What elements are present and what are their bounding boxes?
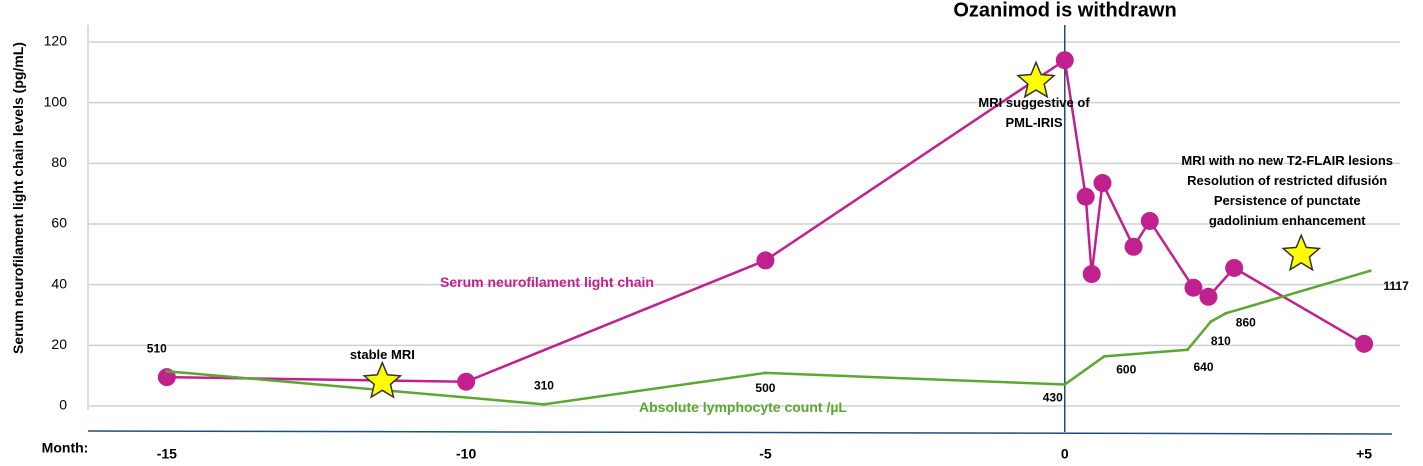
annotation-text: MRI with no new T2-FLAIR lesions xyxy=(1181,153,1393,168)
annotation-star xyxy=(362,360,403,399)
data-label: 510 xyxy=(147,341,167,355)
series-line xyxy=(166,58,1365,383)
annotation-star xyxy=(1016,60,1056,99)
data-point xyxy=(1063,382,1067,386)
data-label: 640 xyxy=(1193,360,1213,374)
chart-title: Ozanimod is withdrawn xyxy=(953,0,1176,21)
data-point xyxy=(1184,278,1203,297)
data-point xyxy=(1124,237,1143,256)
annotation-text: Persistence of punctate xyxy=(1214,193,1361,208)
annotation-text: gadolinium enhancement xyxy=(1209,213,1366,228)
data-point xyxy=(542,402,546,406)
data-point xyxy=(165,369,169,373)
y-tick-label: 0 xyxy=(59,397,67,413)
annotation-text: Resolution of restricted difusión xyxy=(1187,173,1387,188)
y-tick-label: 120 xyxy=(44,33,68,49)
data-label: 430 xyxy=(1043,391,1063,405)
data-point xyxy=(1102,354,1106,358)
data-point xyxy=(1368,269,1372,273)
x-tick-label: -5 xyxy=(759,446,772,462)
x-tick-label: -10 xyxy=(456,446,476,462)
data-label: 860 xyxy=(1236,316,1256,330)
data-point xyxy=(1093,174,1112,193)
x-tick-label: -15 xyxy=(157,446,177,462)
data-point xyxy=(763,371,767,375)
x-tick-label: 0 xyxy=(1061,446,1069,462)
data-point xyxy=(1225,258,1244,277)
x-axis-label: Month: xyxy=(42,440,89,456)
annotation-text: MRI suggestive of xyxy=(978,95,1090,110)
data-point xyxy=(1140,211,1159,230)
data-point xyxy=(1224,311,1228,315)
data-label: 600 xyxy=(1116,363,1136,377)
data-point xyxy=(756,251,775,270)
annotation-text: PML-IRIS xyxy=(1006,115,1063,130)
data-point xyxy=(1199,287,1218,306)
series-label: Absolute lymphocyte count /µL xyxy=(639,399,847,415)
data-point xyxy=(1355,334,1374,353)
data-point xyxy=(457,372,476,391)
data-point xyxy=(1209,320,1213,324)
annotation-star xyxy=(1281,233,1322,272)
x-axis-line xyxy=(87,430,1393,435)
series-label: Serum neurofilament light chain xyxy=(440,274,654,290)
data-point xyxy=(1055,51,1074,70)
data-label: 1117 xyxy=(1383,279,1409,293)
data-label: 310 xyxy=(534,379,554,393)
data-point xyxy=(1185,348,1189,352)
y-tick-label: 20 xyxy=(51,336,67,352)
y-tick-label: 40 xyxy=(51,275,67,291)
x-tick-label: +5 xyxy=(1356,446,1372,462)
data-label: 810 xyxy=(1211,334,1231,348)
y-tick-label: 80 xyxy=(51,154,67,170)
data-point xyxy=(1076,187,1095,206)
annotation-text: stable MRI xyxy=(350,347,415,362)
y-axis-label: Serum neurofilament light chain levels (… xyxy=(10,42,26,354)
y-tick-label: 100 xyxy=(44,93,68,109)
data-point xyxy=(1082,265,1101,284)
data-label: 500 xyxy=(755,381,775,395)
y-tick-label: 60 xyxy=(51,215,67,231)
